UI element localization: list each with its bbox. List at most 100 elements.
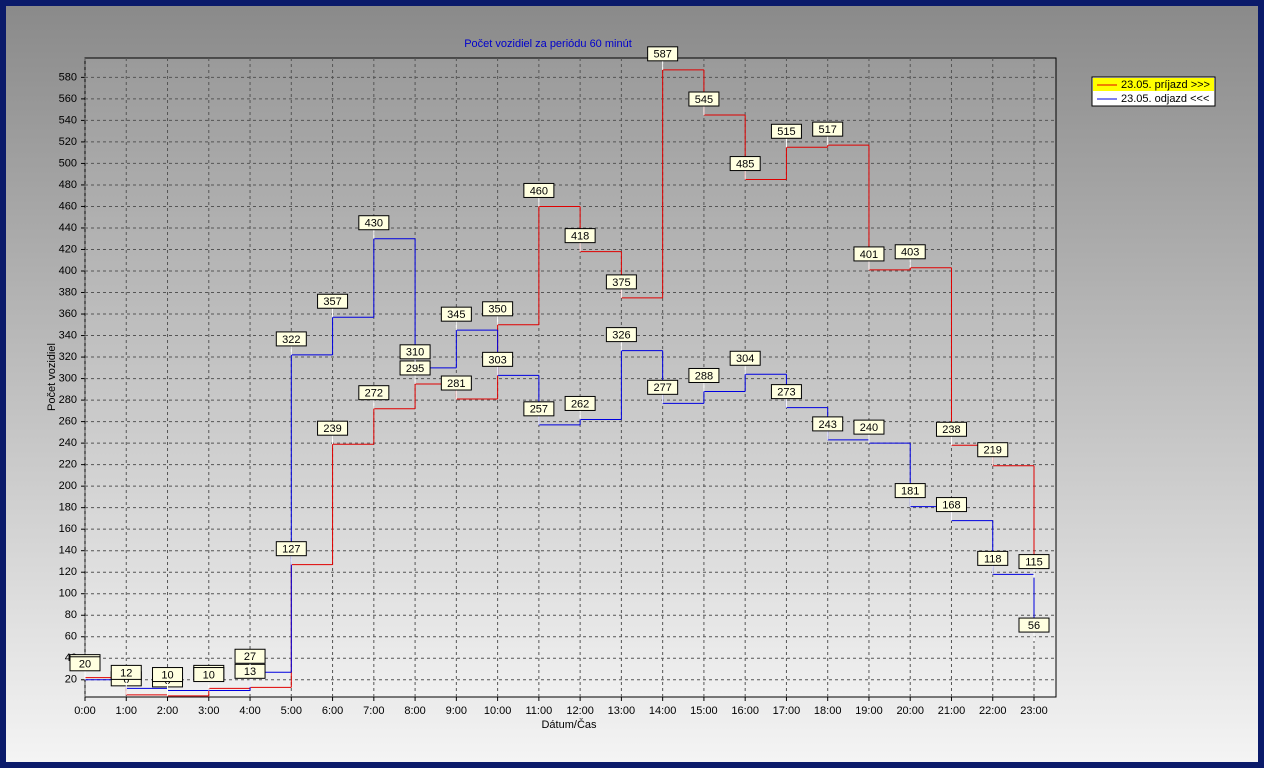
x-tick-label: 21:00: [938, 705, 966, 717]
value-label: 281: [447, 378, 465, 390]
y-tick-label: 60: [65, 631, 77, 643]
legend-label: 23.05. príjazd >>>: [1121, 79, 1210, 91]
value-label-box: [647, 46, 679, 62]
value-label-box: [69, 656, 101, 672]
value-label-box: [564, 395, 596, 411]
y-tick-label: 20: [65, 674, 77, 686]
y-tick-label: 340: [59, 329, 77, 341]
value-label-box: [647, 379, 679, 395]
value-label: 239: [323, 423, 341, 435]
x-tick-label: 4:00: [239, 705, 260, 717]
value-label: 401: [860, 249, 878, 261]
value-label-box: [523, 401, 555, 417]
y-tick-label: 280: [59, 394, 77, 406]
value-label: 310: [406, 347, 424, 359]
value-label-box: [605, 274, 637, 290]
value-label: 262: [571, 398, 589, 410]
plot-area: [84, 57, 1057, 698]
value-label: 257: [530, 404, 548, 416]
x-tick-label: 23:00: [1020, 705, 1048, 717]
value-label-box: [1018, 554, 1050, 570]
value-label: 127: [282, 544, 300, 556]
y-tick-label: 360: [59, 308, 77, 320]
y-tick-label: 580: [59, 71, 77, 83]
value-label-box: [275, 331, 307, 347]
y-tick-label: 400: [59, 265, 77, 277]
value-label-box: [812, 121, 844, 137]
value-label: 587: [653, 49, 671, 61]
value-label: 181: [901, 485, 919, 497]
x-tick-label: 10:00: [484, 705, 512, 717]
value-label: 10: [161, 669, 173, 681]
chart-title: Počet vozidiel za periódu 60 minút: [464, 38, 632, 50]
y-tick-label: 260: [59, 416, 77, 428]
value-label: 326: [612, 330, 630, 342]
value-label: 322: [282, 334, 300, 346]
value-label: 115: [1025, 556, 1043, 568]
y-tick-label: 300: [59, 372, 77, 384]
value-label: 418: [571, 231, 589, 243]
y-tick-label: 520: [59, 136, 77, 148]
x-tick-label: 7:00: [363, 705, 384, 717]
value-label-box: [152, 667, 184, 683]
value-label: 357: [323, 296, 341, 308]
x-tick-label: 17:00: [773, 705, 801, 717]
value-label: 277: [653, 382, 671, 394]
y-tick-label: 380: [59, 286, 77, 298]
x-tick-label: 14:00: [649, 705, 677, 717]
legend-highlight: [1093, 78, 1214, 91]
value-label: 288: [695, 370, 713, 382]
x-tick-label: 18:00: [814, 705, 842, 717]
y-tick-label: 540: [59, 114, 77, 126]
value-label: 219: [984, 445, 1002, 457]
value-label-box: [110, 664, 142, 680]
y-tick-label: 460: [59, 200, 77, 212]
value-label: 403: [901, 247, 919, 259]
value-label-box: [482, 301, 514, 317]
y-tick-label: 560: [59, 93, 77, 105]
value-label-box: [482, 351, 514, 367]
value-label: 243: [819, 419, 837, 431]
legend-label: 23.05. odjazd <<<: [1121, 93, 1209, 105]
y-tick-label: 220: [59, 459, 77, 471]
value-label-box: [523, 182, 555, 198]
value-label: 515: [777, 126, 795, 138]
x-tick-label: 22:00: [979, 705, 1007, 717]
value-label: 460: [530, 185, 548, 197]
value-label-box: [977, 442, 1009, 458]
value-label-box: [440, 375, 472, 391]
x-tick-label: 8:00: [404, 705, 425, 717]
y-axis-label: Počet vozidiel: [46, 343, 58, 411]
value-label-box: [358, 215, 390, 231]
value-label: 56: [1028, 620, 1040, 632]
value-label-box: [729, 350, 761, 366]
x-tick-label: 1:00: [116, 705, 137, 717]
value-label: 375: [612, 277, 630, 289]
x-tick-label: 3:00: [198, 705, 219, 717]
value-label: 485: [736, 158, 754, 170]
x-tick-label: 15:00: [690, 705, 718, 717]
value-label: 118: [984, 553, 1002, 565]
x-tick-label: 19:00: [855, 705, 883, 717]
value-label-box: [317, 293, 349, 309]
y-tick-label: 480: [59, 179, 77, 191]
value-label-box: [770, 123, 802, 139]
value-label: 240: [860, 422, 878, 434]
value-label-box: [193, 667, 225, 683]
value-label-box: [275, 541, 307, 557]
value-label: 12: [120, 667, 132, 679]
value-label: 350: [488, 304, 506, 316]
x-tick-label: 9:00: [446, 705, 467, 717]
value-label: 273: [777, 387, 795, 399]
y-tick-label: 120: [59, 566, 77, 578]
y-tick-label: 140: [59, 545, 77, 557]
value-label: 304: [736, 353, 754, 365]
y-tick-label: 440: [59, 222, 77, 234]
x-tick-label: 11:00: [526, 705, 553, 717]
value-label-box: [358, 385, 390, 401]
value-label-box: [935, 497, 967, 513]
value-label-box: [853, 419, 885, 435]
value-label-box: [1018, 617, 1050, 633]
